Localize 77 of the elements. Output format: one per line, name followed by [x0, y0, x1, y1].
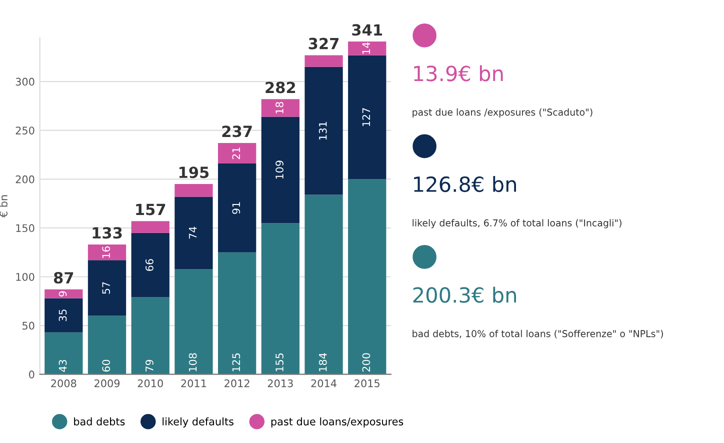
data-label: 57	[102, 282, 110, 294]
x-tick-label: 2009	[94, 379, 120, 388]
bar	[261, 116, 300, 224]
bar	[88, 316, 126, 374]
data-label: 14	[362, 42, 370, 54]
x-tick-label: 2008	[51, 379, 76, 388]
y-tick-label: 50	[22, 322, 34, 330]
bar	[218, 143, 256, 164]
legend-label: bad debts	[74, 417, 125, 426]
bar	[261, 223, 300, 374]
data-label: 109	[276, 160, 284, 179]
data-label: 155	[276, 353, 284, 372]
bar	[44, 289, 83, 298]
total-label: 195	[179, 166, 209, 178]
bar	[131, 221, 170, 233]
text: 13.9€ bn	[414, 65, 503, 82]
bar	[261, 99, 300, 117]
data-label: 9	[58, 291, 67, 296]
data-label: 35	[58, 310, 67, 322]
text: past due loans /exposures ("Scaduto")	[412, 108, 592, 118]
y-tick-label: 250	[16, 126, 34, 134]
data-label: 131	[318, 122, 327, 140]
text: bad debts, 10% of total loans ("Sofferenze" o "NPLs")	[412, 330, 663, 338]
bar	[174, 268, 213, 374]
data-label: 79	[146, 360, 154, 372]
x-tick-label: 2010	[138, 379, 163, 388]
total-label: 282	[266, 82, 296, 94]
bar	[88, 260, 126, 316]
data-label: 108	[188, 353, 197, 372]
bar	[218, 164, 256, 252]
data-label: 91	[232, 202, 240, 214]
data-label: 21	[232, 148, 240, 160]
y-tick-label: 100	[16, 272, 34, 281]
x-tick-label: 2013	[268, 379, 293, 388]
total-label: 327	[308, 38, 338, 50]
bar	[304, 55, 343, 67]
text: likely defaults, 6.7% of total loans ("Incagli")	[412, 219, 622, 228]
data-label: 125	[232, 353, 240, 372]
data-label: 184	[318, 353, 327, 372]
bar	[174, 184, 213, 197]
bar	[131, 232, 170, 298]
data-label: 127	[362, 108, 370, 126]
total-label: 157	[136, 204, 166, 216]
legend-label: past due loans/exposures	[271, 417, 404, 428]
y-tick-label: 300	[16, 78, 34, 86]
text: 126.8€ bn	[414, 176, 516, 192]
x-tick-label: 2012	[224, 379, 250, 388]
data-label: 16	[102, 246, 110, 258]
bar	[304, 194, 343, 374]
y-tick-label: 150	[16, 224, 34, 232]
data-label: 66	[146, 259, 154, 271]
data-label: 43	[58, 360, 67, 372]
bar	[174, 196, 213, 269]
data-label: 200	[362, 353, 370, 372]
y-tick-label: 200	[16, 175, 34, 184]
x-tick-label: 2011	[181, 379, 206, 388]
x-tick-label: 2014	[311, 379, 336, 388]
data-label: 60	[102, 360, 110, 372]
bar	[88, 244, 126, 260]
bar	[44, 298, 83, 332]
bar	[44, 332, 83, 374]
bar	[348, 55, 386, 180]
bar	[348, 179, 386, 374]
legend-label: likely defaults	[162, 417, 234, 428]
total-label: 237	[222, 126, 252, 138]
bar	[348, 42, 386, 56]
total-label: 341	[352, 24, 382, 36]
total-label: 87	[54, 272, 74, 284]
x-tick-label: 2015	[354, 379, 380, 388]
bar	[131, 297, 170, 374]
y-tick-label: 0	[29, 370, 34, 378]
data-label: 18	[276, 102, 284, 114]
total-label: 133	[92, 227, 122, 239]
data-label: 74	[188, 226, 197, 239]
bar	[218, 252, 256, 374]
bar	[304, 66, 343, 195]
text: 200.3€ bn	[413, 286, 516, 303]
